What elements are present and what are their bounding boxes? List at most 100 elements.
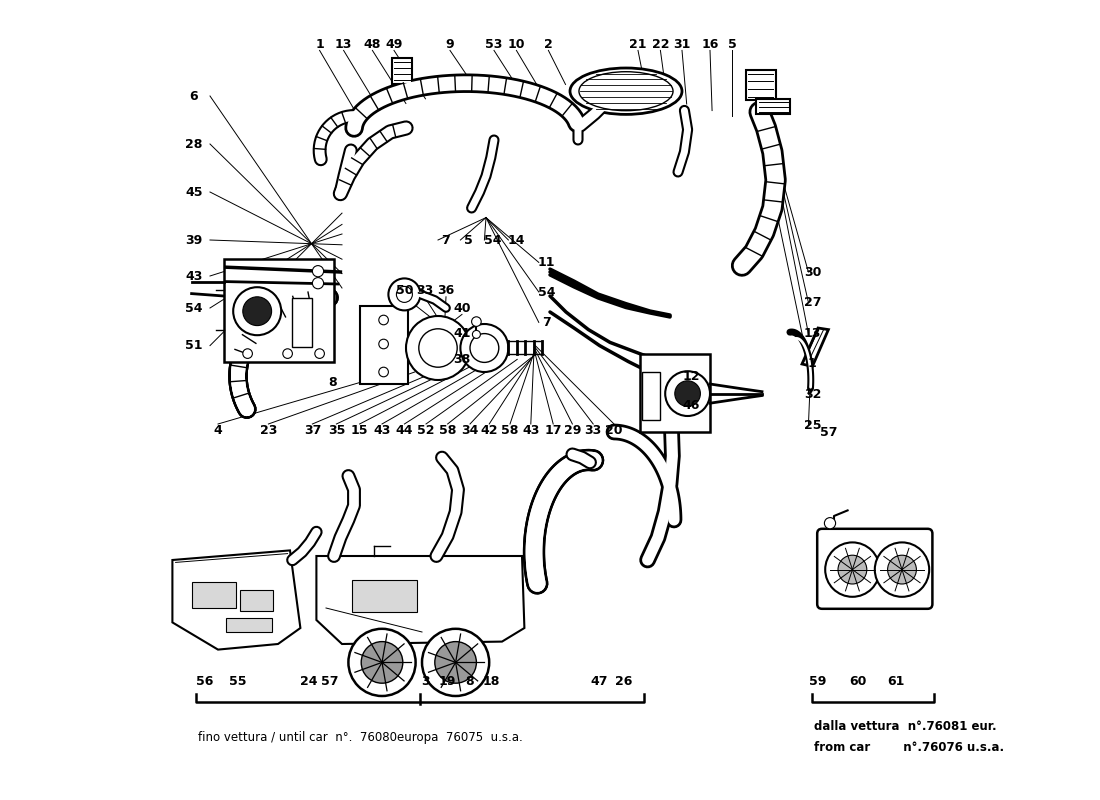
- Circle shape: [233, 287, 282, 335]
- Text: 54: 54: [185, 302, 202, 314]
- FancyBboxPatch shape: [639, 354, 710, 432]
- Polygon shape: [802, 328, 828, 366]
- Text: 13: 13: [804, 327, 821, 340]
- Text: 57: 57: [820, 426, 837, 438]
- Circle shape: [434, 642, 476, 683]
- Polygon shape: [173, 550, 300, 650]
- Text: 7: 7: [441, 234, 450, 246]
- Circle shape: [674, 381, 701, 406]
- Text: 57: 57: [321, 675, 339, 688]
- Circle shape: [824, 518, 836, 529]
- Text: 2: 2: [544, 38, 553, 50]
- Text: 61: 61: [888, 675, 905, 688]
- Text: 36: 36: [438, 284, 454, 297]
- Text: 55: 55: [229, 675, 246, 688]
- Ellipse shape: [570, 68, 682, 114]
- FancyBboxPatch shape: [191, 582, 235, 608]
- Circle shape: [396, 286, 412, 302]
- Text: 58: 58: [502, 424, 519, 437]
- Text: 58: 58: [439, 424, 456, 437]
- FancyBboxPatch shape: [226, 618, 273, 632]
- Text: 15: 15: [351, 424, 369, 437]
- Text: 20: 20: [605, 424, 623, 437]
- Circle shape: [378, 367, 388, 377]
- FancyBboxPatch shape: [240, 590, 273, 611]
- Circle shape: [243, 297, 272, 326]
- Text: 3: 3: [421, 675, 430, 688]
- Circle shape: [461, 324, 508, 372]
- Circle shape: [472, 330, 481, 338]
- Circle shape: [666, 371, 710, 416]
- Circle shape: [283, 349, 293, 358]
- Circle shape: [312, 266, 323, 277]
- Text: 19: 19: [439, 675, 456, 688]
- Text: 1: 1: [808, 358, 817, 370]
- Text: 8: 8: [328, 376, 337, 389]
- Text: 47: 47: [591, 675, 608, 688]
- Circle shape: [825, 542, 880, 597]
- Text: 56: 56: [196, 675, 213, 688]
- Text: 60: 60: [849, 675, 867, 688]
- Circle shape: [472, 317, 481, 326]
- Text: 6: 6: [189, 90, 198, 102]
- Circle shape: [888, 555, 916, 584]
- Text: 51: 51: [185, 339, 202, 352]
- Text: 59: 59: [810, 675, 827, 688]
- Text: 53: 53: [485, 38, 503, 50]
- Polygon shape: [757, 99, 790, 114]
- Text: 14: 14: [508, 234, 525, 246]
- Text: 33: 33: [584, 424, 602, 437]
- Circle shape: [406, 316, 470, 380]
- Circle shape: [470, 334, 498, 362]
- FancyBboxPatch shape: [352, 580, 417, 612]
- Circle shape: [378, 339, 388, 349]
- Text: 38: 38: [453, 354, 471, 366]
- Text: 25: 25: [804, 419, 821, 432]
- Text: 7: 7: [542, 316, 551, 329]
- Text: 5: 5: [464, 234, 473, 246]
- Text: 10: 10: [508, 38, 525, 50]
- Text: 35: 35: [328, 424, 345, 437]
- Text: 13: 13: [334, 38, 352, 50]
- Text: from car        n°.76076 u.s.a.: from car n°.76076 u.s.a.: [814, 741, 1004, 754]
- Text: 9: 9: [446, 38, 454, 50]
- Text: 43: 43: [185, 270, 202, 282]
- Text: 31: 31: [673, 38, 691, 50]
- Text: 12: 12: [683, 370, 701, 382]
- Text: 29: 29: [563, 424, 581, 437]
- Text: 27: 27: [804, 296, 821, 309]
- Text: 54: 54: [484, 234, 502, 246]
- Circle shape: [422, 629, 490, 696]
- Text: 40: 40: [453, 302, 471, 314]
- FancyBboxPatch shape: [360, 306, 408, 384]
- Text: 49: 49: [385, 38, 403, 50]
- Circle shape: [361, 642, 403, 683]
- Text: 28: 28: [185, 138, 202, 150]
- Circle shape: [349, 629, 416, 696]
- Text: 16: 16: [702, 38, 718, 50]
- Text: 52: 52: [417, 424, 434, 437]
- Text: 11: 11: [538, 256, 556, 269]
- FancyBboxPatch shape: [642, 372, 660, 420]
- Text: 41: 41: [453, 327, 471, 340]
- Circle shape: [874, 542, 929, 597]
- Circle shape: [312, 278, 323, 289]
- Circle shape: [388, 278, 420, 310]
- Text: 45: 45: [185, 186, 202, 198]
- Text: 43: 43: [522, 424, 539, 437]
- Text: 54: 54: [538, 286, 556, 298]
- Circle shape: [378, 315, 388, 325]
- Text: 33: 33: [416, 284, 433, 297]
- Circle shape: [838, 555, 867, 584]
- FancyBboxPatch shape: [292, 298, 311, 347]
- Text: 42: 42: [481, 424, 498, 437]
- FancyBboxPatch shape: [469, 341, 484, 355]
- Text: 34: 34: [461, 424, 478, 437]
- Text: fino vettura / until car  n°.  76080europa  76075  u.s.a.: fino vettura / until car n°. 76080europa…: [198, 731, 522, 744]
- Text: 44: 44: [396, 424, 414, 437]
- Polygon shape: [317, 556, 525, 644]
- Polygon shape: [392, 58, 412, 84]
- Text: 4: 4: [213, 424, 222, 437]
- Text: 37: 37: [304, 424, 321, 437]
- FancyBboxPatch shape: [817, 529, 933, 609]
